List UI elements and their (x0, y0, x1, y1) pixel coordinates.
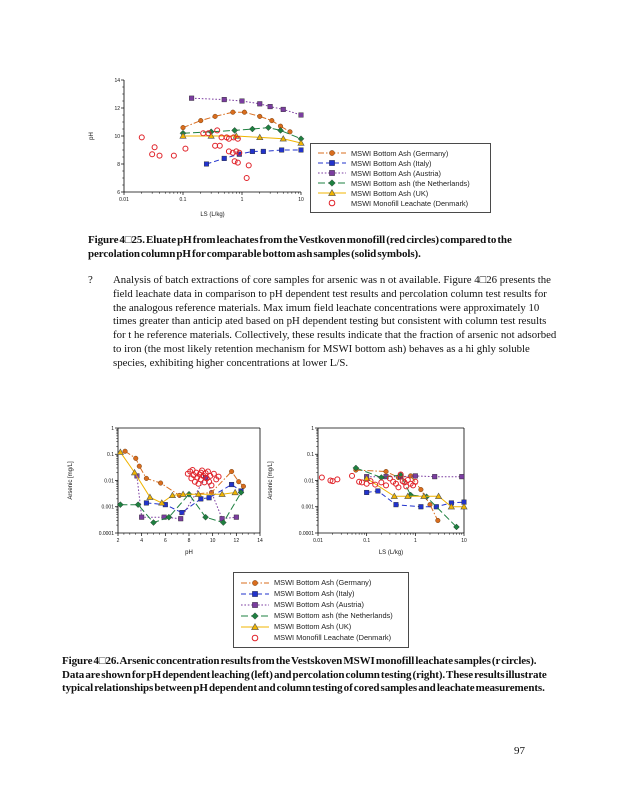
svg-text:0.001: 0.001 (301, 505, 314, 511)
body-text: Analysis of batch extractions of core sa… (113, 274, 557, 369)
svg-text:Arsenic [mg/L]: Arsenic [mg/L] (68, 461, 74, 500)
svg-text:0.01: 0.01 (104, 478, 114, 484)
legend-item: MSWI Bottom Ash (Germany) (317, 148, 484, 158)
body-paragraph: ? Analysis of batch extractions of core … (88, 274, 558, 371)
legend-label: MSWI Bottom Ash (Italy) (274, 589, 355, 598)
svg-text:6: 6 (117, 190, 120, 196)
svg-text:14: 14 (114, 78, 120, 84)
square-legend-marker-icon (318, 160, 346, 166)
figure-4-26-ls-chart: 0.01 0.1 1 10 1 0.1 0.01 0.001 0.0001 LS (L/kg) Ar… (268, 426, 468, 556)
square-legend-marker-icon (318, 170, 346, 176)
svg-text:0.1: 0.1 (363, 538, 370, 544)
circle-legend-marker-icon (241, 579, 269, 586)
triangle-legend-marker-icon (318, 188, 346, 196)
triangle-legend-marker-icon (241, 622, 269, 630)
svg-text:pH: pH (185, 550, 193, 556)
legend-label: MSWI Bottom ash (the Netherlands) (351, 178, 470, 188)
svg-text:1: 1 (311, 426, 314, 432)
square-legend-marker-icon (241, 590, 269, 597)
svg-text:10: 10 (461, 538, 467, 544)
svg-text:4: 4 (140, 538, 143, 544)
svg-text:pH: pH (89, 132, 95, 140)
svg-text:0.01: 0.01 (313, 538, 323, 544)
legend-label: MSWI Bottom Ash (Italy) (351, 158, 432, 168)
legend-label: MSWI Monofill Leachate (Denmark) (274, 633, 392, 642)
figure-4-25-legend: MSWI Bottom Ash (Germany) MSWI Bottom Ash… (310, 143, 491, 213)
svg-text:12: 12 (114, 106, 120, 112)
svg-text:0.01: 0.01 (304, 478, 314, 484)
svg-text:8: 8 (117, 162, 120, 168)
svg-text:14: 14 (257, 538, 263, 544)
legend-item: MSWI Bottom Ash (Italy) (317, 158, 484, 168)
svg-text:LS (L/kg): LS (L/kg) (379, 550, 403, 556)
svg-text:10: 10 (298, 197, 304, 203)
svg-text:LS (L/kg): LS (L/kg) (200, 212, 224, 218)
diamond-legend-marker-icon (241, 611, 269, 620)
diamond-legend-marker-icon (318, 179, 346, 187)
legend-item: MSWI Bottom Ash (Austria) (240, 600, 402, 610)
legend-item: MSWI Monofill Leachate (Denmark) (317, 198, 484, 208)
legend-item: MSWI Bottom Ash (UK) (317, 188, 484, 198)
legend-item: MSWI Bottom Ash (Germany) (240, 578, 402, 588)
svg-text:6: 6 (164, 538, 167, 544)
bullet-marker: ? (88, 274, 93, 286)
figure-4-25-caption: Figure 4□25. Eluate pH from leachates fr… (88, 234, 512, 260)
legend-item: MSWI Bottom Ash (Austria) (317, 168, 484, 178)
svg-text:Arsenic [mg/L]: Arsenic [mg/L] (268, 461, 274, 500)
legend-label: MSWI Bottom Ash (UK) (351, 188, 429, 198)
legend-item: MSWI Bottom Ash (UK) (240, 622, 402, 632)
svg-text:0.01: 0.01 (119, 197, 129, 203)
legend-item: MSWI Bottom ash (the Netherlands) (317, 178, 484, 188)
svg-text:0.0001: 0.0001 (99, 531, 115, 537)
open-circle-legend-marker-icon (328, 199, 336, 207)
svg-text:8: 8 (188, 538, 191, 544)
legend-item: MSWI Bottom Ash (Italy) (240, 589, 402, 599)
legend-label: MSWI Bottom Ash (Austria) (351, 168, 441, 178)
svg-text:10: 10 (114, 134, 120, 140)
figure-4-26-ph-chart: 2 4 6 8 10 12 14 1 0.1 0.01 0.001 0.0001 pH Arsenic [… (68, 426, 263, 556)
legend-label: MSWI Bottom Ash (Austria) (274, 600, 364, 609)
legend-label: MSWI Bottom Ash (Germany) (351, 148, 449, 158)
legend-label: MSWI Bottom ash (the Netherlands) (274, 611, 393, 620)
svg-text:10: 10 (210, 538, 216, 544)
square-legend-marker-icon (241, 601, 269, 608)
figure-4-26-legend: MSWI Bottom Ash (Germany) MSWI Bottom Ash… (233, 572, 409, 648)
svg-text:0.1: 0.1 (307, 452, 314, 458)
legend-item: MSWI Monofill Leachate (Denmark) (240, 633, 402, 643)
svg-text:0.1: 0.1 (107, 452, 114, 458)
legend-label: MSWI Bottom Ash (UK) (274, 622, 352, 631)
page-number: 97 (514, 745, 525, 757)
svg-text:0.1: 0.1 (180, 197, 187, 203)
svg-text:2: 2 (117, 538, 120, 544)
svg-text:1: 1 (111, 426, 114, 432)
figure-4-25-chart: 0.01 0.1 1 10 6 8 10 12 14 LS (L/kg) pH (89, 78, 305, 218)
circle-legend-marker-icon (318, 150, 346, 156)
figure-4-26-caption: Figure 4□26. Arsenic concentration resul… (62, 655, 547, 694)
svg-text:1: 1 (241, 197, 244, 203)
svg-text:0.001: 0.001 (101, 505, 114, 511)
legend-label: MSWI Monofill Leachate (Denmark) (351, 198, 469, 208)
legend-label: MSWI Bottom Ash (Germany) (274, 578, 372, 587)
svg-text:12: 12 (234, 538, 240, 544)
open-circle-legend-marker-icon (251, 634, 259, 641)
svg-text:1: 1 (414, 538, 417, 544)
svg-text:0.0001: 0.0001 (299, 531, 315, 537)
legend-item: MSWI Bottom ash (the Netherlands) (240, 611, 402, 621)
